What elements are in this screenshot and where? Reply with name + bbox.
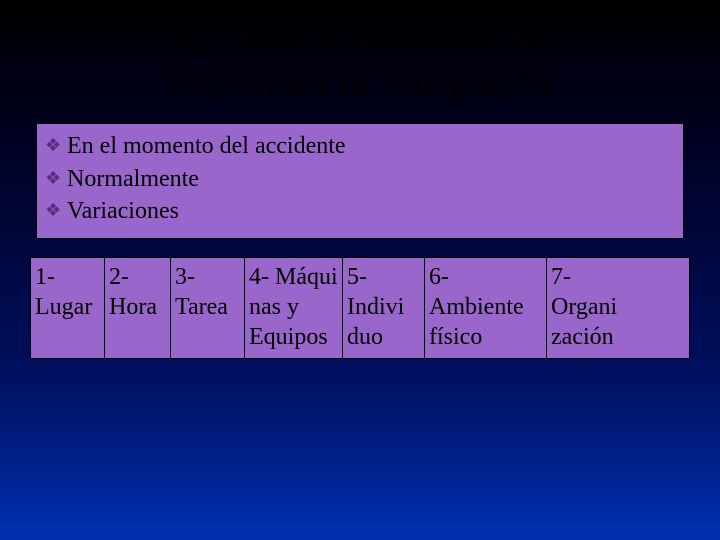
bullet-item: ❖ En el momento del accidente xyxy=(45,130,675,162)
table-cell: 3- Tarea xyxy=(171,258,245,358)
title-line-2: Elementos de indagación xyxy=(0,62,720,106)
diamond-bullet-icon: ❖ xyxy=(45,195,67,226)
bullet-item: ❖ Normalmente xyxy=(45,163,675,195)
title-line-1: Cuadro de observación xyxy=(0,18,720,62)
diamond-bullet-icon: ❖ xyxy=(45,130,67,161)
table-cell: 5- Indivi duo xyxy=(343,258,425,358)
diamond-bullet-icon: ❖ xyxy=(45,163,67,194)
bullet-text: Normalmente xyxy=(67,163,675,195)
table-cell: 1- Lugar xyxy=(31,258,105,358)
bullet-text: Variaciones xyxy=(67,195,675,227)
bullet-text: En el momento del accidente xyxy=(67,130,675,162)
table-cell: 2- Hora xyxy=(105,258,171,358)
table-cell: 7- Organi zación xyxy=(547,258,631,358)
table-cell: 4- Máqui nas y Equipos xyxy=(245,258,343,358)
slide-title-block: Cuadro de observación Elementos de indag… xyxy=(0,0,720,105)
table-cell: 6- Ambiente físico xyxy=(425,258,547,358)
elements-table: 1- Lugar 2- Hora 3- Tarea 4- Máqui nas y… xyxy=(30,257,690,359)
bullets-box: ❖ En el momento del accidente ❖ Normalme… xyxy=(36,123,684,238)
bullet-item: ❖ Variaciones xyxy=(45,195,675,227)
